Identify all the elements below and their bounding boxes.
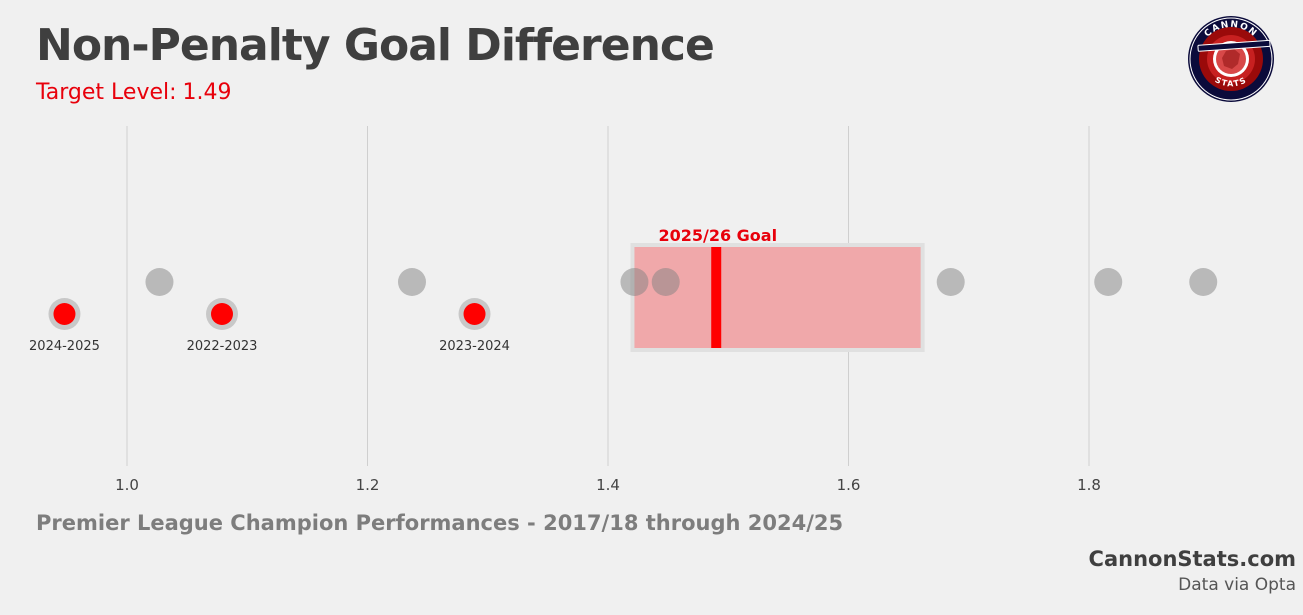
season-label: 2024-2025	[29, 339, 100, 354]
footer-note: Premier League Champion Performances - 2…	[36, 511, 844, 535]
svg-text:STATS: STATS	[1213, 75, 1248, 88]
season-point	[145, 268, 174, 296]
target-level-value: 1.49	[182, 80, 232, 105]
goal-band	[634, 247, 921, 348]
season-label: 2023-2024	[439, 339, 510, 354]
season-point	[397, 268, 426, 296]
x-tick-label: 1.0	[115, 476, 139, 494]
season-point	[1094, 268, 1123, 296]
goal-label: 2025/26 Goal	[658, 226, 777, 245]
labeled-season-point	[53, 303, 76, 325]
x-tick-label: 1.2	[356, 476, 380, 494]
data-source: Data via Opta	[1178, 575, 1296, 595]
brand-name: CannonStats.com	[1088, 547, 1296, 571]
chart-title: Non-Penalty Goal Difference	[36, 20, 715, 71]
season-label: 2022-2023	[187, 339, 258, 354]
logo-bottom-text: STATS	[1213, 75, 1247, 88]
target-level-label: Target Level:	[36, 80, 177, 105]
season-point	[1189, 268, 1218, 296]
x-tick-label: 1.4	[596, 476, 620, 494]
x-tick-label: 1.8	[1077, 476, 1101, 494]
season-point	[651, 268, 680, 296]
x-tick-label: 1.6	[837, 476, 861, 494]
cannonstats-logo: CANNON STATS	[1188, 16, 1274, 102]
season-point	[936, 268, 965, 296]
labeled-season-point	[210, 303, 233, 325]
season-point	[620, 268, 649, 296]
chart-subtitle: Target Level: 1.49	[36, 80, 232, 105]
labeled-season-point	[463, 303, 486, 325]
target-marker	[711, 247, 722, 348]
